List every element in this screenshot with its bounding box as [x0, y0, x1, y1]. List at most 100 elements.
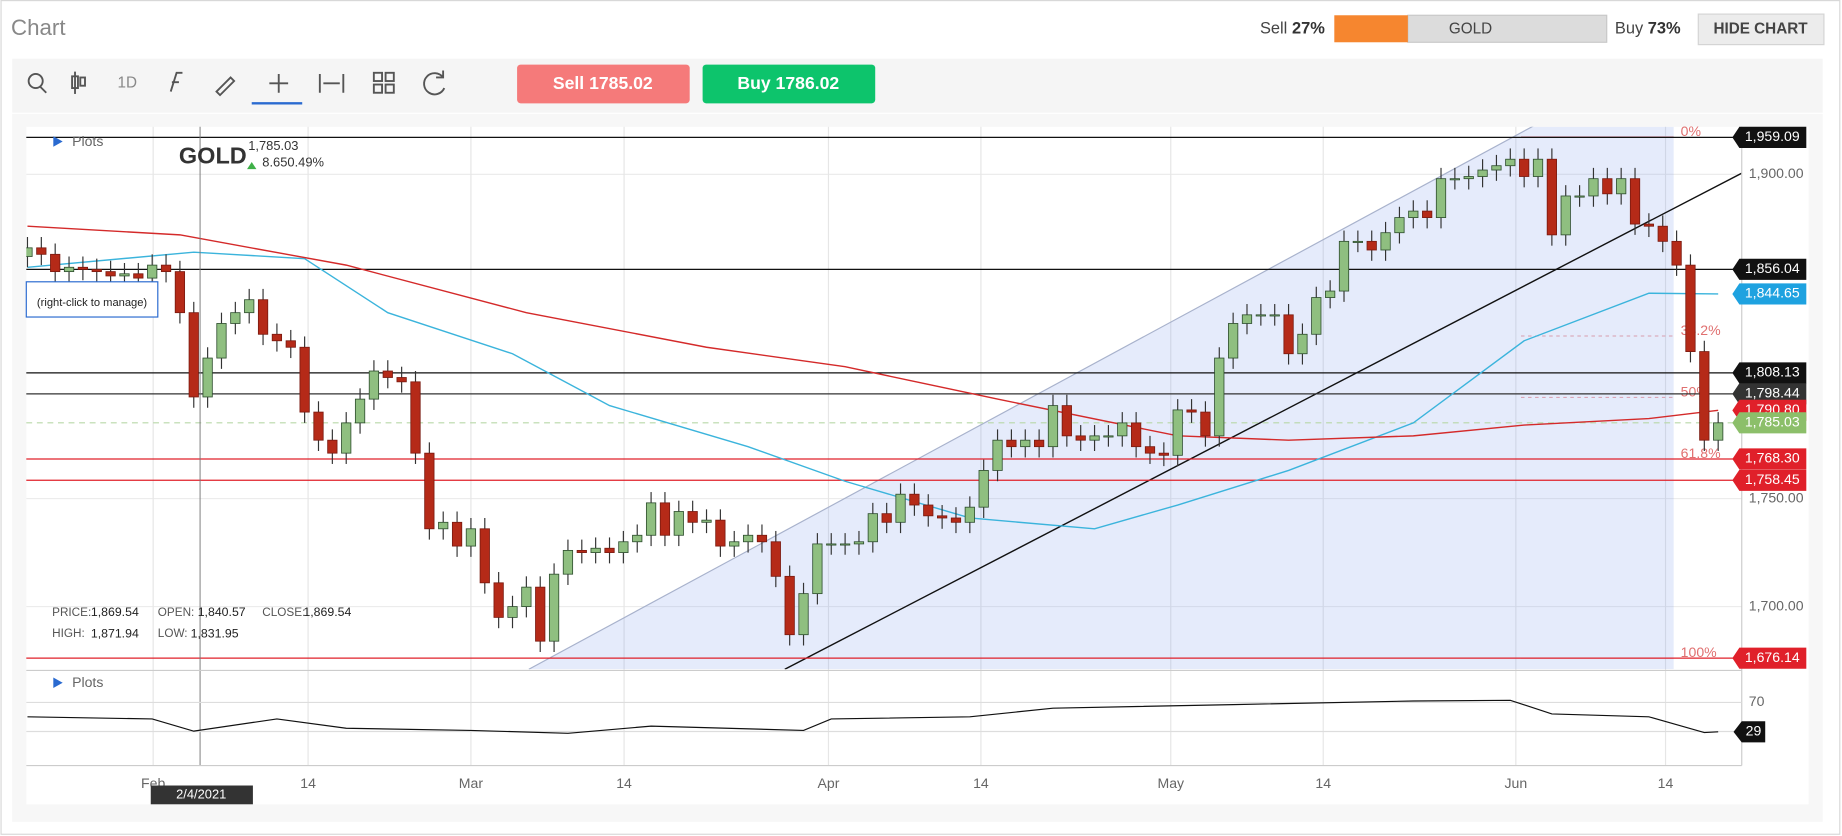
fib-label: 100% [1681, 644, 1717, 660]
candle-body [244, 299, 255, 314]
candle-body [1574, 195, 1585, 198]
interval-button[interactable]: 1D [118, 74, 138, 91]
plots-label[interactable]: Plots [72, 674, 103, 690]
candle-body [632, 534, 643, 543]
candle-body [618, 541, 629, 553]
candle-body [756, 534, 768, 543]
plots-label[interactable]: Plots [72, 133, 103, 149]
fib-label: 61.8% [1681, 445, 1721, 461]
candle-body [1629, 178, 1641, 225]
crosshair-icon[interactable] [269, 73, 289, 93]
candle-body [729, 541, 740, 547]
price-plot [26, 148, 1724, 652]
candle-body [424, 452, 435, 530]
candle-body [1519, 158, 1530, 177]
candle-body [465, 528, 477, 547]
sell-percent: 27% [1292, 20, 1325, 38]
channel-fill [528, 126, 1674, 670]
sell-button[interactable] [517, 64, 690, 104]
measure-icon[interactable] [318, 73, 345, 93]
y-tick-label: 1,900.00 [1749, 165, 1804, 181]
level-labels: 1,900.00 1,750.00 1,700.00 1,959.09 1,856.04… [1732, 126, 1807, 669]
level-label: 1,798.44 [1745, 385, 1800, 401]
info-label: LOW: [158, 627, 188, 640]
x-tick-label: 14 [616, 775, 632, 791]
x-tick-label: 14 [1658, 775, 1674, 791]
candle-body [1034, 439, 1045, 448]
candle-body [1408, 210, 1419, 218]
candle-body [1449, 178, 1460, 181]
level-label: 1,785.03 [1745, 414, 1800, 430]
candle-body [826, 543, 837, 546]
refresh-icon[interactable] [423, 70, 446, 96]
change-arrow [247, 162, 257, 170]
candle-body [1061, 405, 1072, 437]
symbol-title: GOLD [179, 143, 247, 169]
x-tick-label: 14 [1315, 775, 1331, 791]
level-tag [1732, 469, 1807, 491]
candle-body [1006, 439, 1017, 448]
candle-body [1380, 232, 1391, 251]
draw-icon[interactable] [215, 76, 236, 97]
fib-label: 0% [1681, 123, 1702, 139]
indicator-icon[interactable] [169, 71, 183, 92]
buy-button[interactable] [702, 64, 876, 104]
level-tag [1732, 362, 1807, 384]
info-label: PRICE: [52, 606, 91, 619]
hint-box [25, 281, 159, 318]
level-tag [1732, 258, 1807, 280]
candle-body [1463, 176, 1474, 180]
candle-body [1047, 405, 1059, 448]
level-label: 1,676.14 [1745, 649, 1800, 665]
search-icon[interactable] [27, 73, 44, 90]
candle-body [950, 517, 962, 523]
candle-body [188, 312, 199, 398]
plots-toggle-icon[interactable] [53, 136, 63, 147]
candle-body [368, 370, 380, 400]
candle-body [1643, 223, 1654, 227]
candle-body [881, 513, 892, 523]
candle-body [1255, 314, 1266, 317]
candle-body [285, 340, 296, 348]
candle-body [590, 547, 601, 553]
candle-body [909, 493, 920, 506]
candle-body [867, 513, 878, 543]
candle-body [1172, 409, 1183, 456]
hide-chart-text: HIDE CHART [1713, 20, 1808, 37]
candle-body [230, 312, 241, 324]
candle-body [354, 398, 366, 424]
candle-body [451, 521, 463, 547]
candle-body [1283, 314, 1294, 355]
plots-toggle-icon[interactable] [53, 677, 63, 689]
candle-body [964, 506, 975, 523]
candle-body [1311, 297, 1322, 335]
candle-body [1713, 422, 1724, 441]
x-tick-label: Apr [818, 775, 840, 791]
candle-body [1338, 240, 1350, 292]
y-tick-label: 1,750.00 [1749, 489, 1804, 505]
candle-body [1020, 439, 1031, 448]
candle-body [77, 266, 89, 270]
candle-body [812, 543, 823, 595]
hide-chart-button[interactable] [1697, 13, 1825, 46]
candle-body [396, 377, 407, 383]
plot-background [26, 126, 1809, 805]
candle-body [1241, 314, 1253, 324]
layout-icon[interactable] [372, 71, 384, 82]
candle-body [50, 253, 61, 273]
symbol-change: 8.650.49% [262, 155, 324, 170]
candle-body [687, 511, 698, 523]
candle-body [521, 586, 532, 608]
level-label: 1,808.13 [1745, 364, 1800, 380]
x-tick-label: 14 [300, 775, 316, 791]
oscillator-plot: 70 29 [26, 693, 1766, 743]
channel-top [528, 126, 1534, 670]
candle-body [1075, 435, 1086, 441]
candle-body [479, 528, 490, 584]
x-tick-label: Mar [459, 775, 484, 791]
candle-body [853, 541, 865, 545]
candle-body [26, 247, 33, 257]
candle-body [659, 502, 671, 536]
candle-body [1089, 435, 1100, 441]
level-label: 1,959.09 [1745, 128, 1800, 144]
